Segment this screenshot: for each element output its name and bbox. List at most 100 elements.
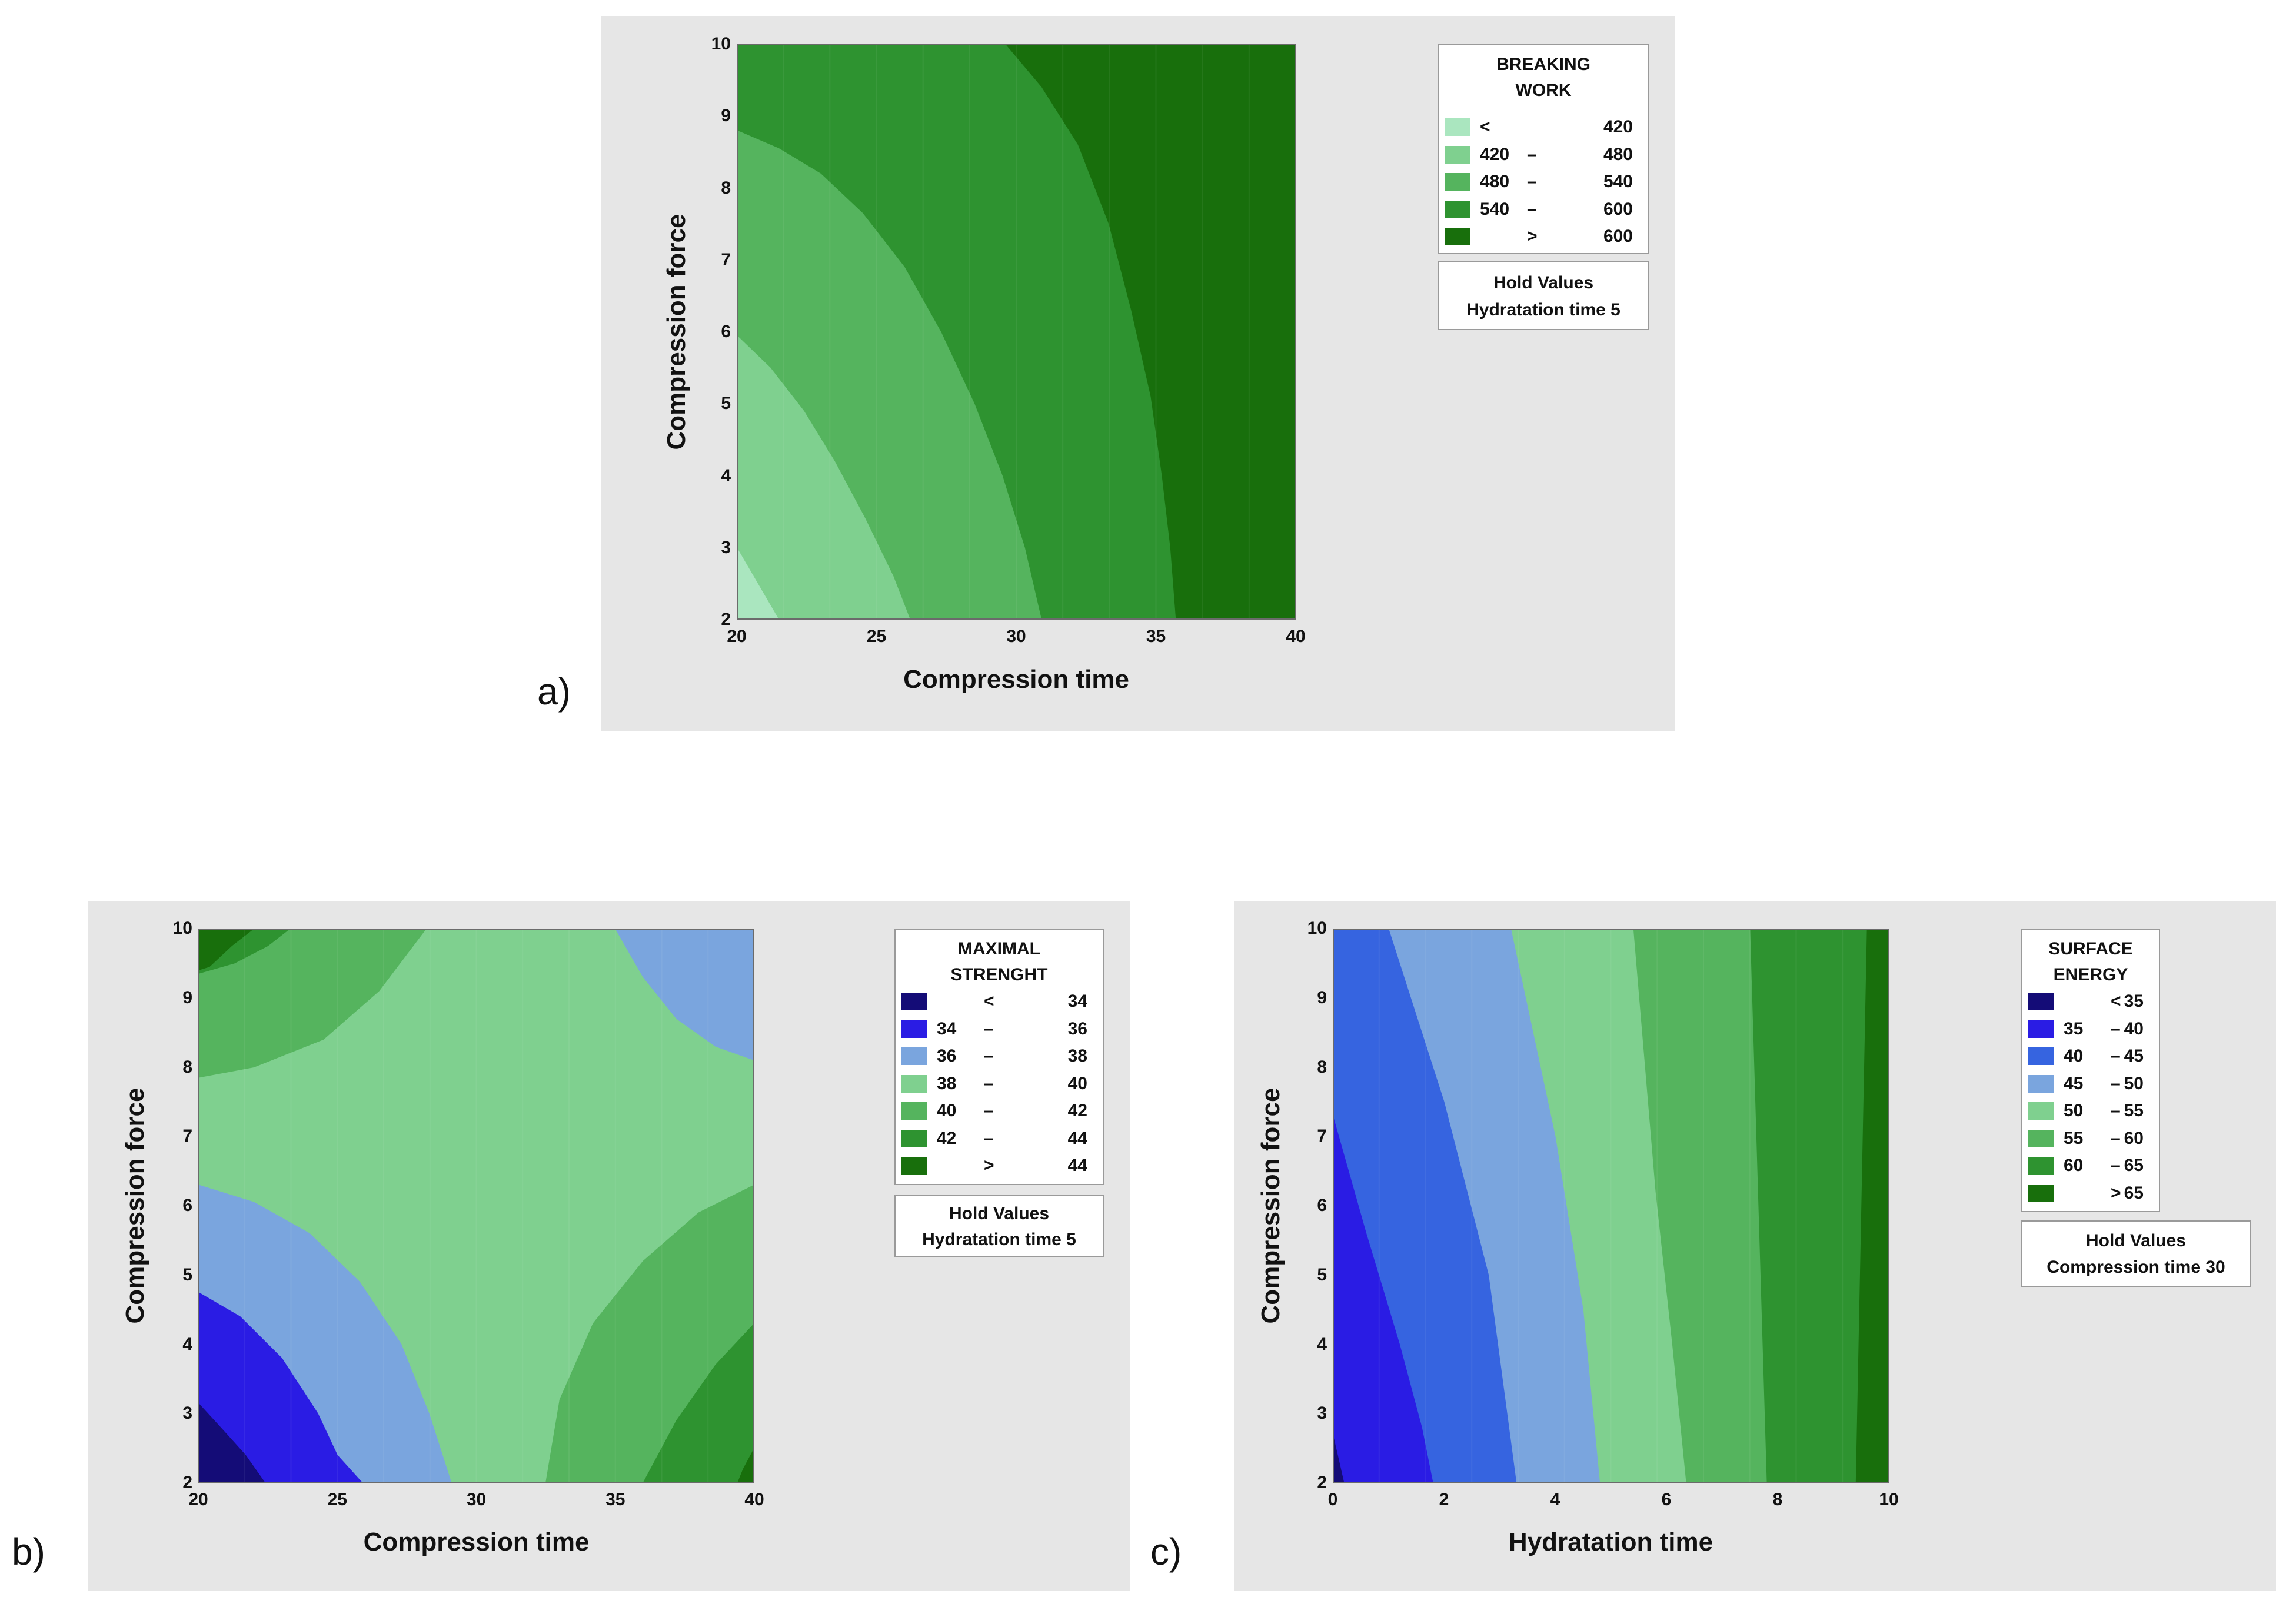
legend-entry: 40 – 42: [896, 1097, 1103, 1124]
x-tick-label: 4: [1550, 1490, 1560, 1509]
legend-range-high: 38: [1067, 1046, 1087, 1066]
plot-frame: [737, 44, 1296, 620]
panel-a-contour-svg: [737, 44, 1296, 620]
legend-title-line: ENERGY: [2053, 965, 2128, 984]
legend-entry: 40 –45: [2022, 1043, 2159, 1070]
x-tick-label: 2: [1439, 1490, 1449, 1509]
legend-range-operator: >: [984, 1156, 994, 1175]
contour-region-6: [198, 1402, 266, 1483]
hold-values-line: Compression time 30: [2047, 1257, 2225, 1277]
legend-swatch: [901, 993, 927, 1010]
legend-range-high: 600: [1603, 199, 1633, 219]
legend-entry: 42 – 44: [896, 1125, 1103, 1152]
plot-frame: [198, 929, 754, 1483]
y-tick-label: 7: [1317, 1126, 1327, 1146]
panel-label-b: b): [12, 1531, 45, 1573]
y-tick-label: 9: [721, 106, 731, 126]
contour-region-8: [643, 1323, 754, 1483]
legend-entry: 38 – 40: [896, 1070, 1103, 1097]
x-tick-label: 30: [1006, 627, 1026, 646]
legend-range-operator: –: [1527, 172, 1537, 191]
legend-range-operator: –: [2111, 1046, 2121, 1066]
legend-range-operator: <: [984, 992, 994, 1011]
y-tick-label: 2: [721, 610, 731, 629]
legend-entry: <420: [1439, 114, 1648, 141]
y-tick-label: 7: [721, 249, 731, 270]
legend-range-operator: –: [984, 1073, 994, 1093]
legend-swatch: [2028, 1184, 2054, 1202]
legend-entry: 35 –40: [2022, 1016, 2159, 1043]
y-tick-label: 10: [1307, 919, 1327, 938]
legend-range-operator: >: [1527, 227, 1538, 246]
legend-range-high: 40: [1067, 1073, 1087, 1093]
x-tick-label: 40: [1286, 627, 1306, 646]
legend-swatch: [2028, 993, 2054, 1010]
legend-swatch: [2028, 1074, 2054, 1093]
legend-swatch: [1445, 173, 1470, 191]
legend-range-operator: –: [2111, 1019, 2121, 1039]
legend-range-operator: –: [2111, 1128, 2121, 1148]
y-tick-label: 5: [1317, 1265, 1327, 1285]
hold-values-title: Hold Values: [949, 1204, 1050, 1223]
y-tick-label: 8: [1317, 1057, 1327, 1077]
legend-entry: <34: [896, 988, 1103, 1015]
legend-entry: >44: [896, 1152, 1103, 1179]
legend-range-low: <: [1480, 117, 1490, 137]
panel-c-contour-plot: [1333, 929, 1889, 1483]
legend-range-operator: –: [2111, 1156, 2121, 1175]
contour-region-2: [198, 929, 255, 971]
legend-entry: 480– 540: [1439, 168, 1648, 195]
legend-range-high: 600: [1603, 227, 1633, 246]
y-tick-label: 9: [182, 987, 192, 1007]
legend-range-operator: –: [1527, 199, 1537, 219]
legend-range-operator: >: [2111, 1183, 2121, 1203]
legend-swatch: [2028, 1047, 2054, 1065]
legend-range-operator: –: [2111, 1073, 2121, 1093]
x-tick-label: 10: [1879, 1490, 1899, 1509]
x-axis-title: Compression time: [363, 1528, 590, 1556]
legend-range-operator: <: [2111, 992, 2121, 1011]
y-tick-label: 6: [721, 322, 731, 341]
legend-entry: >65: [2022, 1180, 2159, 1207]
y-tick-label: 5: [182, 1265, 192, 1285]
legend-range-low: 36: [937, 1046, 957, 1066]
contour-grid-texture: [1378, 929, 1844, 1483]
x-tick-label: 30: [466, 1490, 487, 1509]
contour-region-5: [198, 1292, 363, 1483]
legend-range-high: 480: [1603, 144, 1633, 164]
y-axis-title: Compression force: [121, 1087, 149, 1324]
y-axis-title: Compression force: [1256, 1087, 1285, 1324]
legend-range-low: 420: [1480, 144, 1510, 164]
legend-title-line: MAXIMAL: [958, 939, 1040, 959]
legend-range-high: 65: [2124, 1156, 2144, 1175]
panel-c-contour-svg: [1333, 929, 1889, 1483]
contour-region-0: [198, 929, 427, 1078]
legend-range-high: 420: [1603, 117, 1633, 137]
legend-title-line: SURFACE: [2048, 939, 2133, 959]
y-tick-label: 2: [182, 1473, 192, 1492]
legend-range-high: 55: [2124, 1101, 2144, 1120]
legend-range-low: 38: [937, 1073, 957, 1093]
hold-values-line: Hydratation time 5: [1466, 300, 1620, 320]
legend-range-low: 45: [2064, 1073, 2084, 1093]
legend-swatch: [901, 1074, 927, 1093]
legend-range-low: 34: [937, 1019, 957, 1039]
legend-entry: 45 –50: [2022, 1070, 2159, 1097]
contour-region-3: [737, 547, 779, 620]
legend-swatch: [901, 1157, 927, 1175]
panel-b-legend: MAXIMAL STRENGHT <34 34–36 36–38 38–40 40–42 42…: [894, 929, 1104, 1185]
x-tick-label: 25: [327, 1490, 347, 1509]
panel-label-c: c): [1150, 1531, 1182, 1573]
y-tick-label: 2: [1317, 1473, 1327, 1492]
legend-range-operator: –: [984, 1046, 994, 1066]
legend-range-operator: –: [1527, 144, 1537, 164]
y-tick-label: 8: [182, 1057, 192, 1077]
legend-range-low: 35: [2064, 1019, 2084, 1039]
x-axis-title: Hydratation time: [1508, 1528, 1713, 1556]
legend-swatch: [1445, 118, 1470, 136]
y-tick-label: 8: [721, 178, 731, 198]
y-tick-label: 5: [721, 394, 731, 414]
legend-swatch: [901, 1020, 927, 1038]
legend-range-low: 50: [2064, 1101, 2084, 1120]
legend-title-line: BREAKING: [1496, 55, 1590, 74]
